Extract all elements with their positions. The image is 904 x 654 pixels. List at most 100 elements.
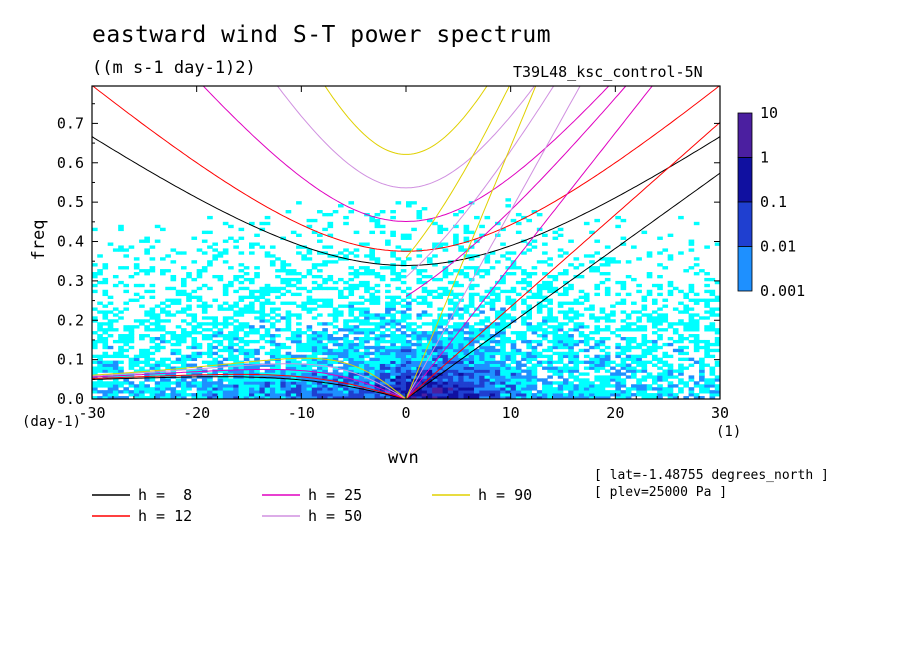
heatmap-cell [107, 334, 114, 338]
heatmap-cell [290, 375, 297, 379]
heatmap-cell [112, 319, 119, 323]
heatmap-cell [306, 384, 313, 388]
heatmap-cell [285, 363, 292, 367]
heatmap-cell [416, 378, 423, 382]
heatmap-cell [468, 283, 475, 288]
heatmap-cell [709, 378, 716, 382]
heatmap-cell [699, 363, 705, 367]
heatmap-cell [416, 336, 423, 341]
heatmap-cell [332, 390, 339, 394]
heatmap-cell [416, 280, 423, 285]
heatmap-cell [463, 360, 470, 364]
heatmap-cell [154, 319, 161, 323]
heatmap-cell [505, 369, 512, 373]
heatmap-cell [458, 390, 464, 394]
heatmap-cell [353, 307, 360, 311]
heatmap-cell [547, 316, 553, 320]
heatmap-cell [222, 239, 229, 243]
heatmap-cell [583, 221, 590, 226]
heatmap-cell [139, 334, 145, 338]
heatmap-cell [500, 331, 506, 335]
heatmap-cell [479, 224, 485, 229]
heatmap-cell [311, 351, 318, 356]
heatmap-cell [463, 248, 470, 252]
heatmap-cell [573, 357, 580, 362]
heatmap-cell [327, 354, 334, 359]
heatmap-cell [688, 319, 695, 323]
heatmap-cell [678, 301, 684, 305]
heatmap-cell [620, 360, 627, 364]
heatmap-cell [269, 351, 276, 356]
heatmap-cell [479, 354, 485, 359]
heatmap-cell [636, 257, 642, 261]
heatmap-cell [269, 245, 276, 249]
heatmap-cell [264, 319, 271, 323]
heatmap-cell [625, 345, 632, 350]
heatmap-cell [442, 339, 449, 344]
heatmap-cell [332, 348, 339, 353]
heatmap-cell [573, 366, 580, 370]
heatmap-cell [374, 298, 381, 302]
heatmap-cell [327, 360, 334, 364]
heatmap-cell [296, 345, 302, 350]
heatmap-cell [421, 387, 428, 391]
heatmap-cell [646, 316, 653, 320]
heatmap-cell [196, 286, 203, 291]
heatmap-cell [97, 390, 103, 394]
heatmap-cell [306, 360, 313, 364]
heatmap-cell [500, 289, 506, 294]
heatmap-cell [233, 381, 239, 385]
heatmap-cell [332, 319, 339, 323]
heatmap-cell [233, 360, 239, 364]
heatmap-cell [112, 363, 119, 367]
heatmap-cell [688, 387, 695, 391]
heatmap-cell [505, 336, 512, 341]
heatmap-cell [521, 319, 527, 323]
heatmap-cell [615, 224, 621, 229]
heatmap-cell [479, 384, 485, 388]
heatmap-cell [374, 393, 381, 397]
heatmap-cell [625, 342, 632, 347]
heatmap-cell [557, 292, 564, 297]
heatmap-cell [594, 269, 601, 273]
heatmap-cell [364, 298, 370, 302]
heatmap-cell [160, 301, 166, 305]
heatmap-cell [311, 266, 318, 270]
heatmap-cell [573, 342, 580, 347]
heatmap-cell [474, 357, 480, 362]
heatmap-cell [317, 274, 323, 279]
heatmap-cell [411, 328, 417, 332]
heatmap-cell [426, 372, 433, 376]
dispersion-curve-h25 [92, 368, 407, 399]
heatmap-cell [484, 378, 491, 382]
heatmap-cell [170, 274, 177, 279]
heatmap-cell [306, 325, 313, 329]
heatmap-cell [406, 322, 412, 326]
heatmap-cell [180, 357, 187, 362]
heatmap-cell [442, 384, 449, 388]
heatmap-cell [657, 319, 663, 323]
heatmap-cell [175, 301, 182, 305]
heatmap-cell [128, 339, 135, 344]
heatmap-cell [238, 286, 245, 291]
heatmap-cell [395, 339, 402, 344]
heatmap-cell [458, 316, 464, 320]
heatmap-cell [395, 387, 402, 391]
heatmap-cell [238, 339, 245, 344]
heatmap-cell [651, 381, 658, 385]
heatmap-cell [589, 390, 595, 394]
heatmap-cell [709, 292, 716, 297]
heatmap-cell [180, 319, 187, 323]
heatmap-cell [317, 239, 323, 243]
heatmap-cell [610, 384, 616, 388]
heatmap-cell [594, 218, 601, 223]
heatmap-cell [170, 360, 177, 364]
heatmap-cell [118, 354, 124, 359]
heatmap-cell [343, 366, 349, 370]
heatmap-cell [128, 245, 135, 249]
heatmap-cell [651, 396, 658, 399]
heatmap-cell [453, 351, 459, 356]
heatmap-cell [458, 328, 464, 332]
heatmap-cell [578, 295, 585, 299]
heatmap-cell [118, 248, 124, 252]
